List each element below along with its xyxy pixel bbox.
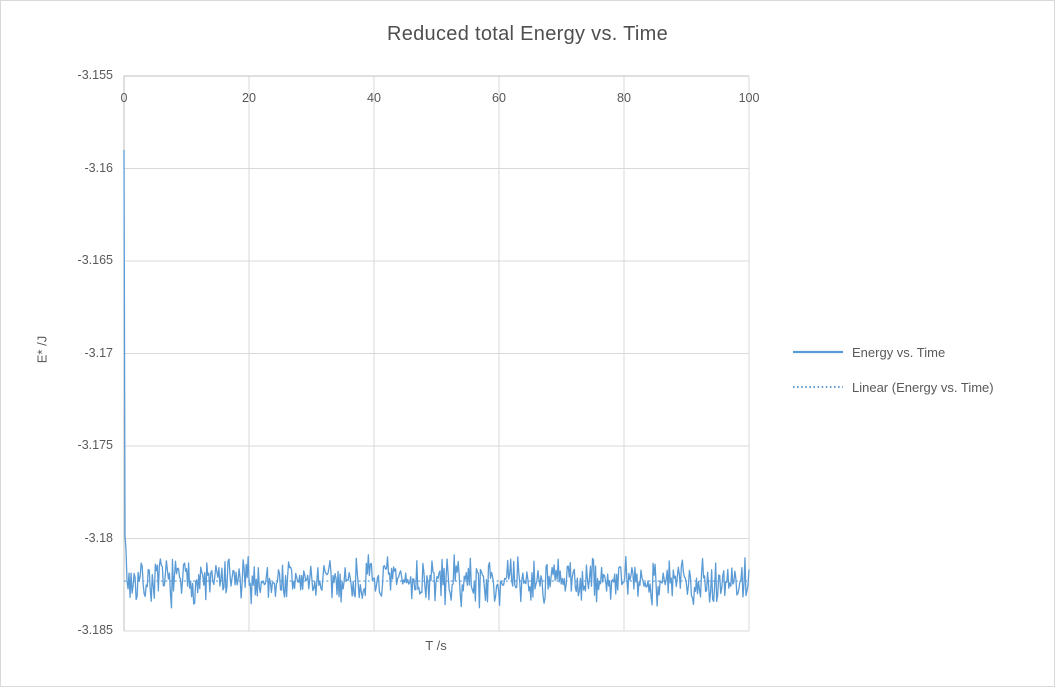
legend-label-linear: Linear (Energy vs. Time) (852, 379, 994, 395)
x-tick-label: 0 (120, 91, 128, 105)
y-tick-label: -3.175 (77, 438, 113, 452)
y-tick-label: -3.165 (77, 253, 113, 267)
x-tick-label: 40 (367, 91, 381, 105)
energy-series-line (123, 149, 750, 609)
legend-item-linear[interactable]: Linear (Energy vs. Time) (792, 376, 994, 398)
legend-solid-line-icon (793, 350, 843, 354)
y-tick-label: -3.155 (77, 68, 113, 82)
legend-item-energy[interactable]: Energy vs. Time (792, 341, 994, 363)
y-tick-label: -3.18 (84, 530, 114, 545)
y-tick-label: -3.17 (84, 345, 114, 360)
chart-title[interactable]: Reduced total Energy vs. Time (386, 23, 669, 45)
y-axis-title[interactable]: E* /J (34, 335, 50, 364)
y-tick-label: -3.16 (84, 160, 114, 175)
x-tick-label: 60 (492, 91, 506, 105)
legend-label-energy: Energy vs. Time (852, 344, 946, 360)
x-tick-label: 100 (738, 91, 760, 105)
legend: Energy vs. Time Linear (Energy vs. Time) (792, 341, 994, 411)
x-tick-label: 20 (242, 91, 256, 105)
x-axis-title[interactable]: T /s (425, 638, 447, 653)
legend-dotted-line-icon (793, 386, 843, 388)
x-tick-label: 80 (617, 91, 631, 105)
y-tick-label: -3.185 (77, 623, 113, 637)
